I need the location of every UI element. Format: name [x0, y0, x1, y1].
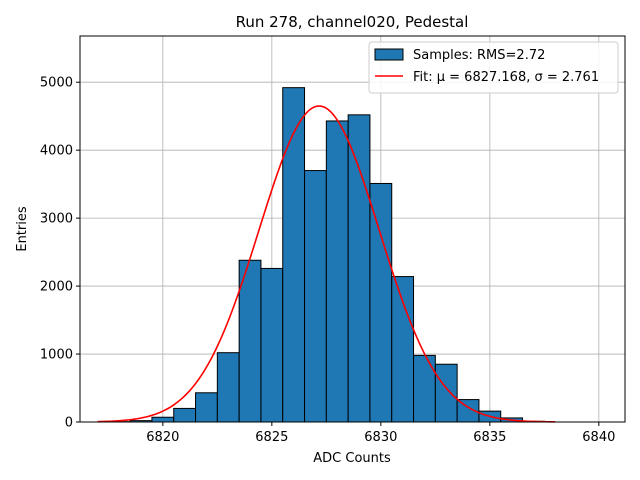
histogram-bar-10: [325, 120, 349, 423]
y-tick-label-5: 5000: [40, 76, 73, 91]
x-axis-label: ADC Counts: [313, 451, 391, 466]
x-tick-label-0: 6820: [146, 430, 179, 445]
histogram-bar-11: [347, 114, 371, 423]
x-tick-label-4: 6840: [582, 430, 615, 445]
histogram-bar-9: [304, 170, 327, 423]
histogram-bar-8: [282, 87, 306, 423]
histogram-bar-2: [151, 416, 175, 423]
histogram-bar-12: [369, 182, 393, 423]
y-axis-label: Entries: [15, 206, 30, 252]
legend-fit-label: Fit: μ = 6827.168, σ = 2.761: [413, 70, 599, 85]
histogram-bar-7: [260, 267, 284, 423]
histogram-bar-3: [173, 407, 197, 423]
legend-histogram-swatch: [374, 48, 404, 61]
bars: [107, 87, 545, 423]
x-tick-label-2: 6830: [364, 430, 397, 445]
y-tick-label-2: 2000: [40, 280, 73, 295]
x-axis-ticks: 6820 6825 6830 6835 6840: [146, 422, 615, 445]
y-tick-label-0: 0: [65, 416, 73, 431]
histogram-bar-5: [216, 352, 240, 423]
chart-title: Run 278, channel020, Pedestal: [236, 13, 469, 31]
fit-curve-group: [97, 105, 556, 423]
histogram-bar-4: [195, 392, 218, 423]
y-tick-label-4: 4000: [40, 144, 73, 159]
legend-box: [368, 41, 619, 94]
histogram-bar-13: [391, 276, 415, 423]
y-tick-label-1: 1000: [40, 348, 73, 363]
x-tick-label-1: 6825: [255, 430, 288, 445]
histogram-bar-14: [413, 354, 436, 423]
histogram-bar-15: [434, 363, 458, 423]
plot-frame: [79, 35, 626, 423]
x-tick-label-3: 6835: [473, 430, 506, 445]
fit-curve: [97, 105, 556, 423]
histogram-bar-6: [238, 259, 262, 423]
y-tick-label-3: 3000: [40, 212, 73, 227]
legend-histogram-label: Samples: RMS=2.72: [413, 48, 545, 63]
y-axis-ticks: 0 1000 2000 3000 4000 5000: [40, 76, 80, 431]
legend: Samples: RMS=2.72 Fit: μ = 6827.168, σ =…: [368, 41, 619, 94]
